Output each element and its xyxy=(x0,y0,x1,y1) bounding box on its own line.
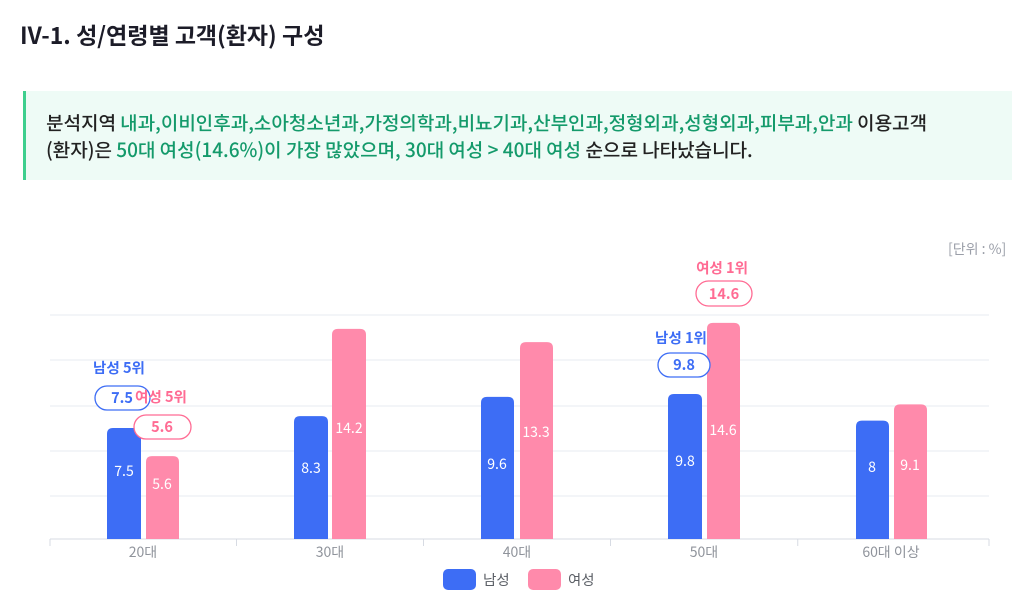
svg-text:7.5: 7.5 xyxy=(114,461,134,481)
svg-text:13.3: 13.3 xyxy=(522,422,549,442)
svg-text:9.8: 9.8 xyxy=(673,354,695,375)
svg-text:여성 5위: 여성 5위 xyxy=(135,386,187,407)
svg-text:9.8: 9.8 xyxy=(675,451,695,471)
svg-text:남성 5위: 남성 5위 xyxy=(93,357,145,378)
svg-text:14.6: 14.6 xyxy=(709,283,739,304)
svg-text:14.2: 14.2 xyxy=(335,418,362,438)
svg-text:40대: 40대 xyxy=(503,542,531,560)
svg-text:60대 이상: 60대 이상 xyxy=(862,542,919,560)
svg-text:8: 8 xyxy=(868,457,876,477)
svg-text:30대: 30대 xyxy=(316,542,344,560)
svg-text:남성 1위: 남성 1위 xyxy=(655,327,707,348)
svg-text:9.1: 9.1 xyxy=(900,455,919,475)
svg-text:14.6: 14.6 xyxy=(709,420,736,440)
svg-text:7.5: 7.5 xyxy=(111,387,133,408)
svg-text:20대: 20대 xyxy=(129,542,157,560)
svg-text:5.6: 5.6 xyxy=(152,474,172,494)
svg-text:9.6: 9.6 xyxy=(487,454,507,474)
svg-text:여성 1위: 여성 1위 xyxy=(696,257,748,278)
svg-text:8.3: 8.3 xyxy=(301,458,320,478)
svg-text:5.6: 5.6 xyxy=(151,416,173,437)
svg-text:50대: 50대 xyxy=(690,542,718,560)
